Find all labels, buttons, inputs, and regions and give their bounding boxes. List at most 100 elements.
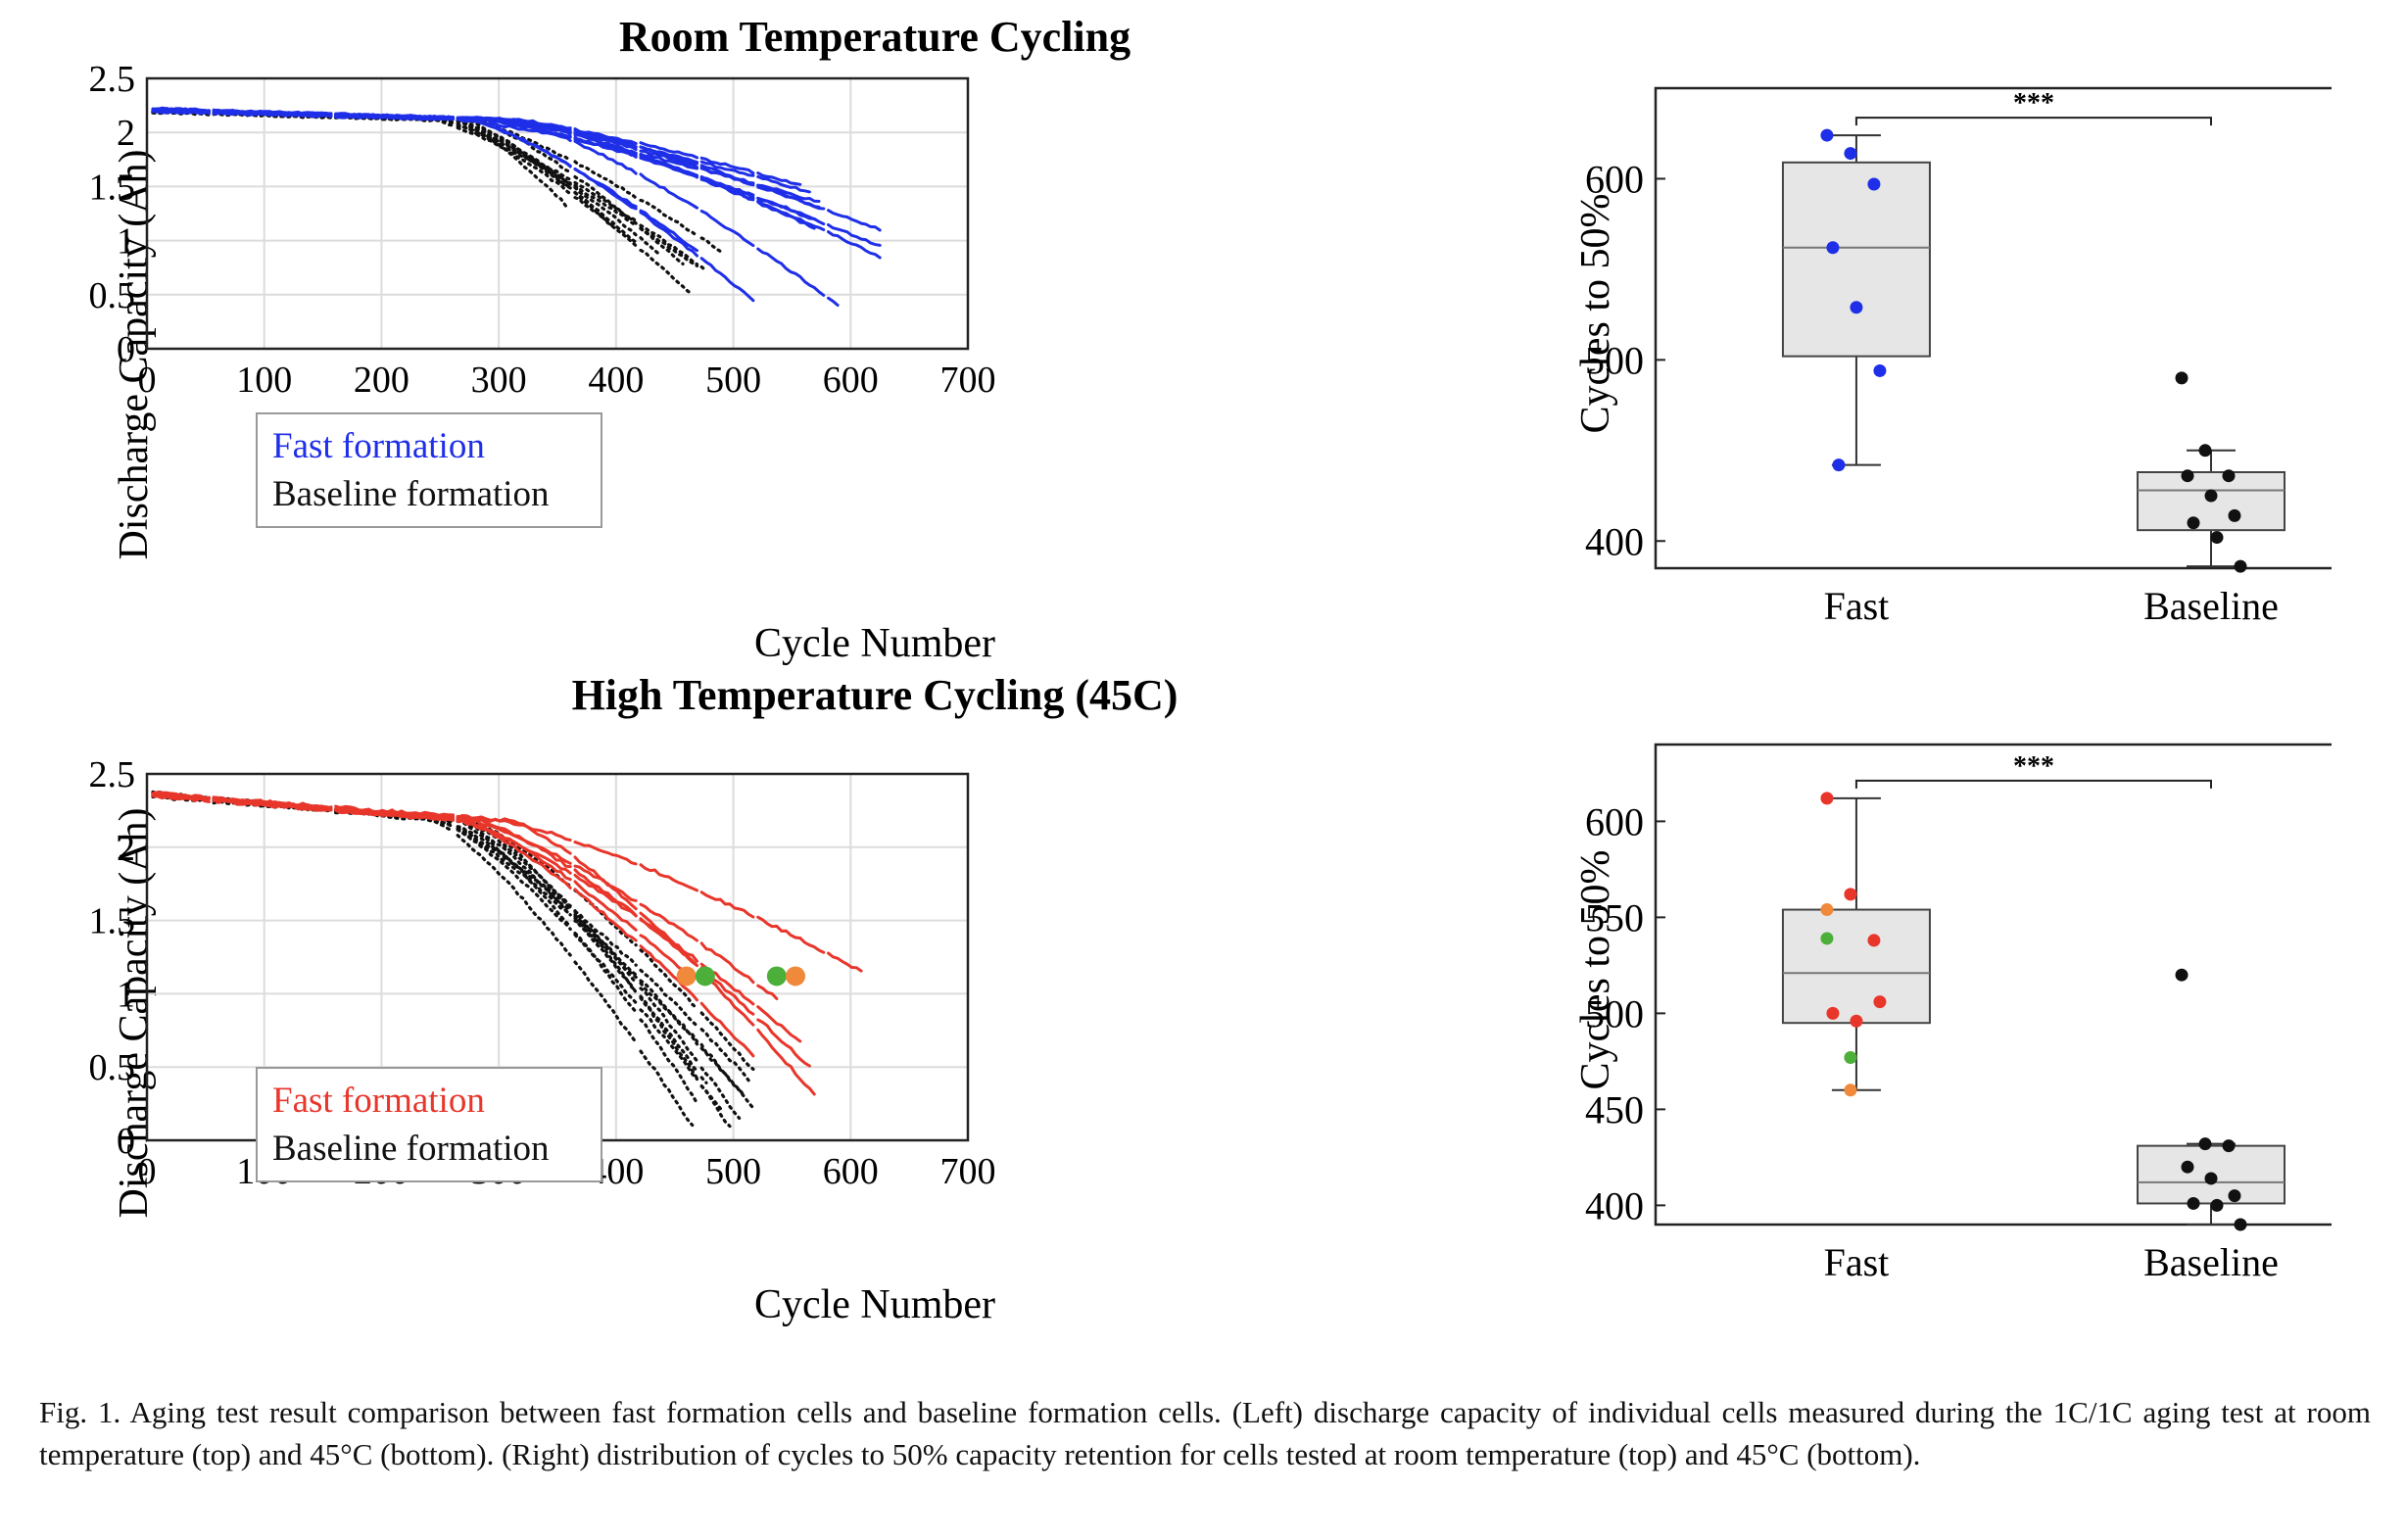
fast-formation-curve — [573, 139, 638, 175]
chart-title: High Temperature Cycling (45C) — [572, 676, 1179, 719]
baseline-formation-curve — [639, 968, 699, 1028]
x-tick-label: 700 — [940, 360, 996, 401]
y-tick-label: 600 — [1585, 157, 1644, 201]
legend-baseline-label: Baseline formation — [272, 1129, 550, 1169]
fast-formation-curve — [573, 880, 638, 932]
data-point — [2210, 531, 2224, 545]
data-point — [2234, 1218, 2247, 1231]
fast-formation-curve — [212, 109, 333, 118]
fast-formation-curve — [639, 154, 698, 179]
x-category-label: Fast — [1824, 584, 1890, 628]
figure-caption: Fig. 1. Aging test result comparison bet… — [39, 1395, 2371, 1471]
x-category-label: Baseline — [2143, 584, 2279, 628]
fast-formation-curve — [699, 890, 755, 919]
rt-capacity-svg: Room Temperature Cycling Cycle Number Di… — [89, 13, 1131, 666]
ht-boxplot-svg: Cycles to 50% 400 450 500 550 600 Fast Baselin… — [1573, 743, 2406, 1284]
data-point — [2228, 1189, 2241, 1203]
baseline-formation-curve — [639, 987, 699, 1063]
baseline-formation-curve — [456, 827, 572, 917]
baseline-formation-curve — [456, 834, 572, 957]
baseline-formation-curve — [699, 236, 722, 254]
data-point — [1844, 147, 1857, 161]
baseline-formation-curve — [639, 1049, 695, 1128]
fast-formation-curve — [699, 1001, 755, 1058]
data-point — [2228, 508, 2241, 522]
fast-formation-curve — [573, 873, 638, 918]
fast-formation-curve — [699, 156, 755, 175]
data-point — [1820, 932, 1834, 945]
data-point — [1844, 888, 1857, 901]
baseline-formation-curve — [639, 1008, 699, 1082]
capacity-marker — [695, 966, 715, 987]
y-axis-label: Discharge Capacity (Ah) — [112, 807, 157, 1218]
baseline-formation-curve — [573, 919, 638, 980]
y-tick-label: 1.5 — [89, 167, 136, 208]
fast-formation-curve — [827, 230, 882, 260]
data-point — [1867, 177, 1881, 191]
x-category-label: Baseline — [2143, 1240, 2279, 1284]
baseline-formation-curve — [456, 828, 572, 931]
baseline-formation-curve — [573, 933, 638, 1005]
y-axis-label: Discharge Capacity (Ah) — [112, 149, 157, 559]
legend-baseline-label: Baseline formation — [272, 474, 550, 514]
data-point — [2234, 559, 2247, 573]
significance-label: *** — [2013, 88, 2054, 119]
x-axis-label: Cycle Number — [754, 1282, 995, 1327]
plot-frame — [1654, 743, 2406, 1227]
chart-title: Room Temperature Cycling — [619, 13, 1131, 61]
y-tick-label: 2.5 — [89, 59, 136, 100]
ht-capacity-svg: High Temperature Cycling (45C) Cycle Num… — [89, 671, 1179, 1327]
fast-formation-curve — [756, 247, 826, 297]
fast-formation-curve — [456, 816, 572, 869]
fast-formation-curve — [756, 1028, 816, 1096]
baseline-formation-curve — [699, 1028, 750, 1083]
plot-frame — [145, 76, 970, 351]
iqr-box — [1781, 161, 1931, 358]
data-point — [1820, 128, 1834, 142]
y-tick-label: 1.5 — [89, 901, 136, 942]
data-point — [1867, 934, 1881, 947]
y-tick-label: 2 — [117, 828, 135, 869]
fast-formation-curve — [699, 941, 755, 985]
fast-formation-curve — [573, 133, 638, 156]
y-tick-label: 0 — [117, 1121, 135, 1162]
capacity-marker — [766, 966, 787, 987]
data-point — [2175, 371, 2189, 385]
fast-formation-curve — [456, 116, 572, 135]
data-point — [1850, 1014, 1863, 1028]
x-tick-label: 600 — [823, 1151, 879, 1192]
y-tick-label: 2 — [117, 113, 135, 154]
fast-formation-curve — [756, 196, 826, 226]
y-axis-label: Cycles to 50% — [1573, 194, 1618, 434]
rt-boxplot-svg: Cycles to 50% 400 500 600 Fast Baseline *** — [1573, 86, 2406, 628]
data-point — [1844, 1083, 1857, 1097]
baseline-formation-curve — [699, 1084, 732, 1129]
y-tick-label: 400 — [1585, 1183, 1644, 1227]
x-tick-label: 0 — [138, 1151, 157, 1192]
baseline-formation-curve — [573, 190, 638, 244]
data-point — [2187, 1196, 2200, 1210]
data-point — [2181, 469, 2194, 483]
y-tick-label: 2.5 — [89, 754, 136, 795]
rt-boxplot: Cycles to 50% 400 500 600 Fast Baseline *** — [1548, 59, 2406, 647]
data-point — [2187, 516, 2200, 530]
data-point — [2222, 469, 2236, 483]
fast-formation-curve — [639, 902, 698, 942]
data-point — [1826, 1006, 1840, 1020]
data-point — [2222, 1139, 2236, 1153]
legend-box — [256, 1067, 602, 1182]
x-tick-label: 0 — [138, 360, 157, 401]
data-point — [1873, 995, 1887, 1009]
fast-formation-curve — [639, 944, 698, 1002]
fast-formation-curve — [573, 868, 638, 918]
fast-formation-curve — [699, 175, 755, 200]
baseline-formation-curve — [573, 910, 638, 967]
fast-formation-curve — [639, 172, 698, 210]
y-tick-label: 0.5 — [89, 1047, 136, 1088]
data-point — [1820, 792, 1834, 805]
data-point — [1832, 458, 1846, 472]
fast-formation-curve — [573, 841, 638, 866]
data-point — [2210, 1198, 2224, 1212]
fast-formation-curve — [639, 152, 698, 170]
data-point — [2204, 489, 2218, 503]
